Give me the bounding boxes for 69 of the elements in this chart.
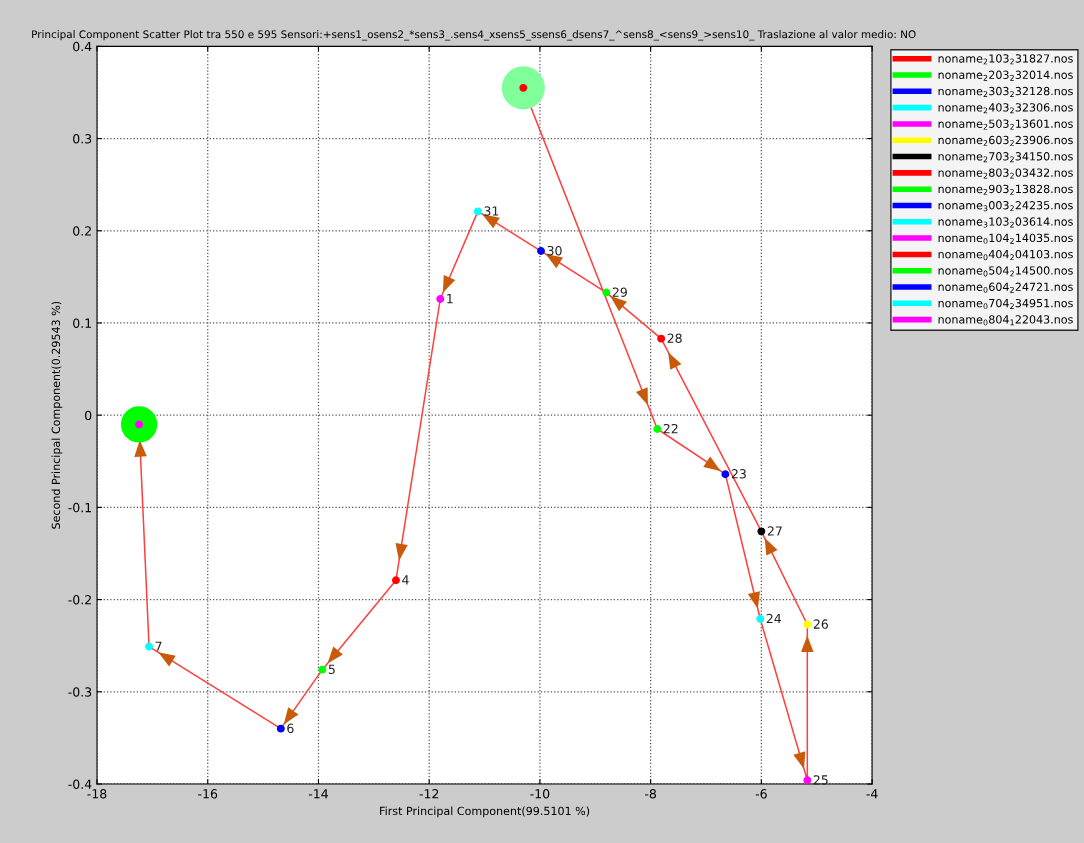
- legend-label: noname$_{3}$003$_{2}$24235.nos: [938, 201, 1073, 212]
- point: [803, 776, 812, 784]
- legend-label: noname$_{0}$804$_{1}$22043.nos: [938, 315, 1073, 326]
- y-tick-label: 0.3: [73, 134, 92, 144]
- legend-label: noname$_{2}$903$_{2}$13828.nos: [938, 184, 1073, 195]
- legend-label: noname$_{2}$403$_{2}$32306.nos: [938, 103, 1073, 114]
- legend-label: noname$_{3}$103$_{2}$03614.nos: [938, 217, 1073, 228]
- legend-label: noname$_{2}$503$_{2}$13601.nos: [938, 119, 1073, 130]
- annotation: 29: [612, 287, 627, 297]
- x-tick-label: -18: [87, 789, 107, 799]
- annotation: 4: [402, 575, 409, 585]
- x-tick-label: -8: [645, 789, 657, 799]
- chart-title: Principal Component Scatter Plot tra 550 e 595 Sensori:+sens1_osens2_*sens3_.sens4_xsens5_ssens6_dsens7_^sens8_<sens9_>sens10_ Traslazione al valor medio: NO: [32, 30, 916, 41]
- x-tick-label: -14: [308, 789, 328, 799]
- point: [392, 576, 400, 585]
- legend-label: noname$_{2}$303$_{2}$32128.nos: [938, 86, 1073, 97]
- point: [721, 470, 730, 479]
- point: [436, 295, 445, 303]
- legend-label: noname$_{2}$803$_{2}$03432.nos: [938, 168, 1073, 179]
- x-tick-label: -16: [198, 789, 218, 799]
- legend-label: noname$_{2}$203$_{2}$32014.nos: [938, 70, 1073, 81]
- legend-label: noname$_{2}$703$_{2}$34150.nos: [938, 152, 1073, 163]
- y-tick-label: 0.1: [73, 318, 91, 328]
- legend-label: noname$_{0}$504$_{2}$14500.nos: [938, 266, 1073, 277]
- y-tick-label: -0.2: [68, 595, 91, 605]
- annotation: 7: [155, 641, 162, 651]
- annotation: 5: [328, 664, 335, 674]
- annotation: 22: [663, 423, 678, 434]
- annotation: 25: [813, 775, 828, 785]
- legend-label: noname$_{0}$104$_{2}$14035.nos: [938, 233, 1073, 244]
- annotation: 28: [667, 333, 682, 343]
- point: [756, 614, 765, 623]
- y-tick-label: 0.2: [73, 226, 91, 236]
- x-tick-label: -10: [530, 789, 550, 799]
- annotation: 24: [766, 613, 782, 624]
- point: [473, 207, 482, 216]
- point: [318, 665, 327, 674]
- annotation: 1: [447, 294, 453, 304]
- y-tick-label: -0.3: [68, 687, 92, 697]
- y-axis-title: Second Principal Component(0.29543 %): [51, 301, 63, 529]
- y-tick-label: -0.4: [68, 779, 92, 789]
- y-tick-label: 0.4: [73, 41, 92, 52]
- point: [757, 527, 766, 536]
- legend-label: noname$_{0}$404$_{2}$04103.nos: [938, 249, 1073, 261]
- point: [803, 620, 812, 629]
- annotation: 26: [813, 619, 828, 629]
- y-tick-label: 0: [85, 410, 92, 421]
- point: [519, 83, 528, 92]
- annotation: 27: [767, 526, 782, 536]
- x-axis-title: First Principal Component(99.5101 %): [380, 806, 590, 818]
- x-tick-label: -6: [755, 789, 767, 799]
- point: [653, 425, 662, 433]
- legend-label: noname$_{0}$604$_{2}$24721.nos: [938, 282, 1073, 293]
- x-tick-label: -4: [866, 789, 878, 799]
- point: [602, 288, 611, 297]
- point: [145, 642, 154, 651]
- legend-label: noname$_{2}$603$_{2}$23906.nos: [938, 135, 1073, 146]
- point: [135, 420, 144, 429]
- x-tick-label: -12: [419, 789, 439, 799]
- annotation: 30: [547, 245, 562, 256]
- legend-label: noname$_{0}$704$_{2}$34951.nos: [938, 298, 1073, 310]
- annotation: 31: [484, 206, 499, 216]
- legend-label: noname$_{2}$103$_{2}$31827.nos: [938, 54, 1073, 65]
- point: [657, 334, 666, 343]
- point: [276, 724, 285, 733]
- annotation: 6: [287, 723, 294, 734]
- point: [537, 247, 545, 256]
- annotation: 23: [731, 469, 746, 479]
- y-tick-label: -0.1: [68, 502, 91, 513]
